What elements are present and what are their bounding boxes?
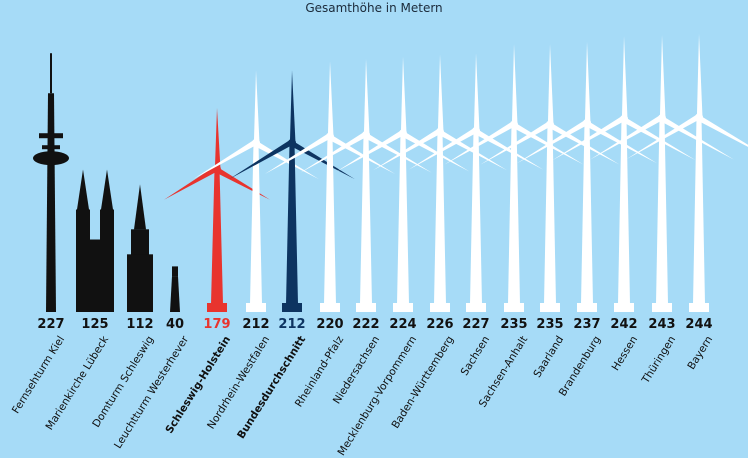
data-label: 226 bbox=[426, 317, 454, 332]
data-label: 179 bbox=[203, 317, 231, 332]
mark-fernsehturm-kiel bbox=[33, 53, 69, 312]
data-label: 227 bbox=[462, 317, 490, 332]
data-label: 224 bbox=[389, 317, 417, 332]
mark-domturm-schleswig bbox=[127, 184, 153, 312]
mark-leuchtturm-westerhever bbox=[170, 266, 180, 312]
mark-bayern bbox=[626, 33, 748, 312]
mark-thüringen bbox=[590, 34, 734, 312]
data-label: 237 bbox=[573, 317, 601, 332]
data-label: 242 bbox=[610, 317, 638, 332]
data-label: 212 bbox=[278, 317, 306, 332]
data-label: 243 bbox=[648, 317, 676, 332]
mark-schleswig-holstein bbox=[163, 107, 271, 312]
mark-brandenburg bbox=[516, 41, 658, 312]
mark-sachsen bbox=[408, 53, 544, 312]
mark-hessen bbox=[552, 36, 696, 312]
mark-bundesdurchschnitt bbox=[229, 70, 355, 312]
chart-title: Gesamthöhe in Metern bbox=[305, 1, 443, 15]
mark-mecklenburg-vorpommern bbox=[336, 56, 470, 312]
mark-niedersachsen bbox=[300, 58, 432, 312]
mark-baden-württemberg bbox=[373, 54, 507, 312]
data-label: 125 bbox=[81, 317, 109, 332]
data-label: 235 bbox=[500, 317, 528, 332]
data-label: 112 bbox=[126, 317, 154, 332]
mark-saarland bbox=[480, 44, 620, 312]
data-label: 220 bbox=[316, 317, 344, 332]
data-label: 222 bbox=[352, 317, 380, 332]
data-label: 227 bbox=[37, 317, 65, 332]
mark-nordrhein-westfalen bbox=[193, 70, 319, 312]
data-label: 235 bbox=[536, 317, 564, 332]
mark-marienkirche-lübeck bbox=[76, 169, 114, 312]
data-label: 244 bbox=[685, 317, 713, 332]
chart-canvas bbox=[33, 33, 748, 312]
data-label: 212 bbox=[242, 317, 270, 332]
mark-sachsen-anhalt bbox=[444, 44, 584, 312]
data-label: 40 bbox=[165, 317, 185, 332]
mark-rheinland-pfalz bbox=[264, 61, 396, 312]
